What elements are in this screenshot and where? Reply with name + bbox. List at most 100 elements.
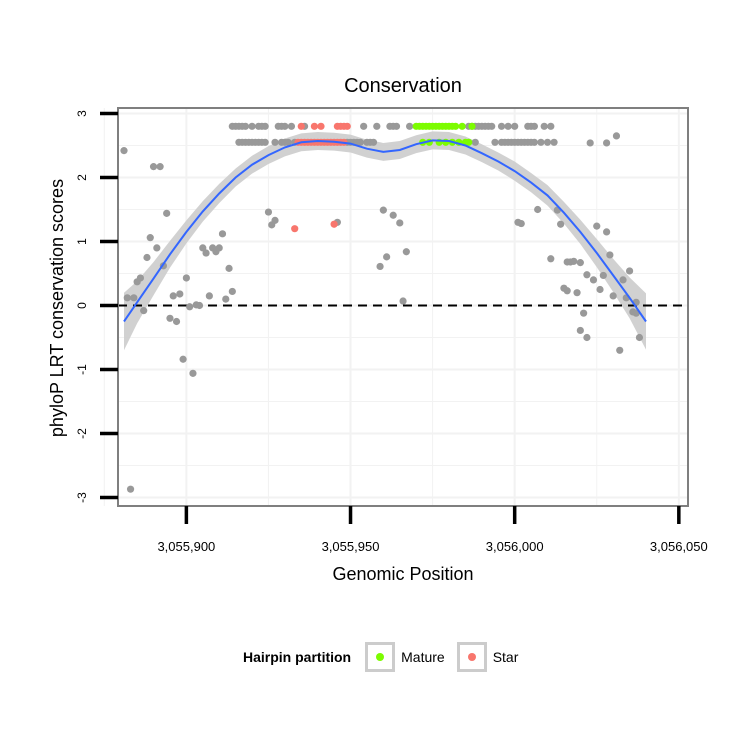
legend: Hairpin partition Mature Star [243, 640, 530, 674]
point-other [504, 122, 512, 130]
point-other [583, 271, 591, 279]
y-tick-label: -2 [75, 428, 89, 439]
point-star [291, 225, 299, 233]
point-other [596, 285, 604, 294]
smooth-curve [123, 139, 647, 323]
x-axis-label: Genomic Position [332, 564, 473, 584]
legend-title: Hairpin partition [243, 649, 352, 665]
chart-title: Conservation [344, 75, 462, 97]
point-other [140, 307, 148, 315]
point-other [202, 249, 210, 257]
point-other [392, 122, 401, 130]
point-other [399, 297, 407, 305]
point-mature [451, 122, 460, 130]
point-other [166, 314, 174, 322]
point-other [146, 234, 154, 242]
point-other [126, 485, 135, 493]
point-other [547, 255, 555, 263]
point-other [589, 276, 598, 284]
point-other [612, 132, 621, 140]
y-axis: -3 -2 -1 0 1 2 3 [75, 110, 118, 503]
point-mature [465, 138, 473, 146]
point-other [619, 276, 627, 284]
legend-key-star [456, 642, 487, 672]
point-other [356, 138, 364, 146]
point-other [264, 208, 273, 216]
point-other [376, 262, 384, 271]
point-other [199, 244, 207, 252]
point-other [179, 355, 187, 363]
y-tick-label: 2 [75, 174, 89, 181]
point-other [609, 292, 617, 300]
point-other [576, 326, 584, 335]
point-other [534, 205, 542, 214]
point-other [205, 292, 213, 300]
point-other [143, 253, 151, 262]
y-tick-label: -1 [75, 364, 89, 375]
point-other [550, 138, 558, 146]
point-mature [468, 122, 476, 130]
point-other [218, 230, 227, 238]
point-other [163, 209, 171, 217]
x-tick-label: 3,056,000 [486, 539, 544, 554]
point-other [284, 138, 292, 146]
point-star [317, 122, 325, 130]
point-other [123, 294, 131, 302]
point-other [625, 267, 634, 275]
point-other [189, 369, 197, 377]
point-other [182, 274, 190, 282]
point-other [261, 138, 269, 146]
point-other [153, 244, 161, 252]
point-other [396, 219, 404, 227]
point-other [156, 163, 164, 171]
point-other [583, 333, 591, 342]
point-other [271, 216, 279, 224]
legend-swatch-mature [376, 653, 385, 661]
point-other [491, 138, 499, 146]
point-star [330, 220, 338, 228]
point-other [373, 122, 381, 130]
point-other [369, 138, 378, 146]
legend-swatch-star [467, 653, 476, 661]
point-other [599, 271, 607, 280]
point-other [576, 259, 584, 267]
point-other [402, 248, 410, 256]
y-axis-label: phyloP LRT conservation scores [47, 179, 67, 437]
point-mature [442, 138, 450, 146]
point-other [241, 122, 250, 130]
point-other [136, 274, 145, 282]
panel-background [118, 108, 688, 506]
point-other [570, 257, 578, 265]
point-other [488, 122, 496, 130]
point-other [287, 122, 296, 130]
point-other [530, 122, 538, 130]
point-other [271, 138, 279, 146]
x-tick-label: 3,055,950 [322, 539, 380, 554]
point-other [281, 122, 289, 130]
point-other [195, 301, 204, 310]
point-other [540, 122, 548, 130]
y-tick-label: 3 [75, 110, 89, 117]
loess-line [123, 139, 647, 323]
point-other [406, 122, 414, 130]
x-tick-label: 3,056,050 [650, 539, 708, 554]
legend-label-star: Star [492, 649, 519, 665]
point-other [603, 228, 611, 236]
point-other [530, 138, 538, 146]
point-other [172, 317, 181, 326]
point-other [222, 295, 230, 303]
point-other [261, 122, 269, 130]
point-other [215, 244, 223, 252]
legend-label-mature: Mature [401, 649, 445, 665]
point-other [603, 139, 611, 147]
point-other [389, 211, 397, 219]
point-other [543, 138, 552, 146]
point-other [616, 346, 624, 354]
point-other [225, 264, 233, 272]
point-other [517, 219, 525, 228]
point-star [297, 122, 305, 130]
point-other [635, 333, 644, 342]
point-other [511, 122, 519, 130]
point-other [606, 251, 614, 259]
